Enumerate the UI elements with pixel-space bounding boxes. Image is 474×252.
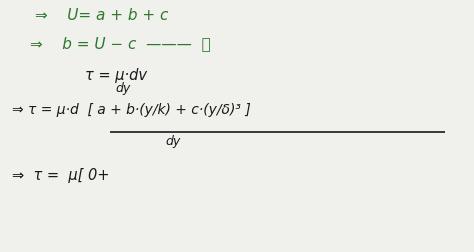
Text: ⇒ τ = μ·d  [ a + b·(y/k) + c·(y/δ)³ ]: ⇒ τ = μ·d [ a + b·(y/k) + c·(y/δ)³ ]	[12, 103, 251, 117]
Text: ⇒    b = U − c  ———  Ⓐ: ⇒ b = U − c ——— Ⓐ	[30, 36, 211, 51]
Text: dy: dy	[115, 82, 130, 95]
Text: ⇒    U= a + b + c: ⇒ U= a + b + c	[35, 8, 168, 23]
Text: ⇒  τ =  μ[ 0+: ⇒ τ = μ[ 0+	[12, 168, 109, 183]
Text: τ = μ·dv: τ = μ·dv	[85, 68, 147, 83]
Text: dy: dy	[165, 135, 180, 148]
